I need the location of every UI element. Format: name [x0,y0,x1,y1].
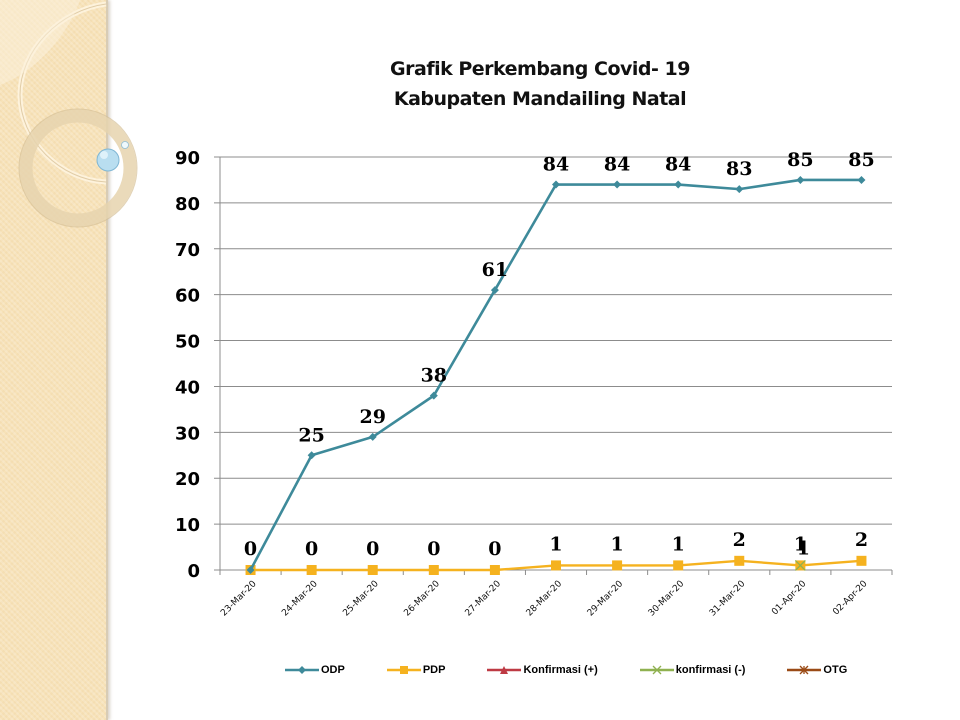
y-tick-label: 20 [175,469,200,490]
square-marker-icon [551,560,561,571]
series-konfirmasi [794,559,806,571]
x-tick-label: 01-Apr-20 [770,579,809,618]
chart-title-line2: Kabupaten Mandailing Natal [393,88,687,110]
y-tick-label: 90 [175,148,200,169]
series-group [245,175,867,575]
series-pdp [245,555,867,575]
x-tick-label: 02-Apr-20 [831,579,870,618]
legend-label: PDP [422,664,446,676]
y-tick-label: 60 [175,286,200,307]
x-axis: 23-Mar-20 24-Mar-20 25-Mar-20 26-Mar-20 27-M… [219,570,893,619]
y-tick-label: 30 [175,423,200,444]
pdp-data-label: 2 [855,529,868,551]
pdp-data-label: 1 [672,533,685,555]
y-tick-label: 80 [175,194,200,215]
pdp-data-label: 2 [733,529,746,551]
legend-swatch-icon [639,665,674,675]
pdp-data-label: 0 [244,538,257,560]
legend-item-konfirmasi: Konfirmasi (+) [487,663,598,677]
diamond-marker-icon [490,286,499,295]
odp-data-label: 83 [726,158,752,180]
diamond-marker-icon [674,180,683,189]
diamond-marker-icon [552,180,560,189]
odp-data-label: 85 [848,149,874,171]
legend-swatch-icon [285,666,319,674]
legend-label: Konfirmasi (+) [523,664,598,676]
x-tick-label: 26-Mar-20 [402,579,442,619]
x-tick-label: 24-Mar-20 [280,579,320,619]
odp-data-label: 29 [360,406,386,428]
y-tick-label: 70 [175,240,200,261]
triangle-marker-icon [500,666,509,674]
gridlines [214,156,892,571]
x-tick-label: 30-Mar-20 [647,579,687,619]
x-tick-label: 23-Mar-20 [219,579,259,619]
legend-item-pdp: PDP [386,663,446,677]
odp-data-label: 84 [665,154,691,176]
series-odp [246,175,866,574]
x-marker-icon [794,559,806,571]
diamond-marker-icon [613,180,622,189]
star-marker-icon [799,665,809,675]
square-marker-icon [428,565,439,575]
diamond-marker-icon [298,666,306,674]
legend-item-konfirmasi: konfirmasi (-) [639,663,746,677]
konfirmasi-neg-data-label: 1 [797,537,810,559]
pdp-data-label: 0 [305,538,318,560]
small-bubble-icon [121,141,129,149]
x-marker-icon [652,665,662,675]
legend-item-odp: ODP [285,663,345,677]
legend-swatch-icon [386,666,421,674]
square-marker-icon [612,560,623,571]
odp-data-label: 25 [298,424,324,446]
square-marker-icon [856,555,867,566]
legend-swatch-icon [487,666,522,674]
diamond-marker-icon [246,566,255,574]
legend-swatch-icon [787,665,822,675]
square-marker-icon [489,565,500,575]
pdp-data-label: 0 [427,538,440,560]
square-marker-icon [399,666,408,674]
diamond-marker-icon [735,185,744,194]
diamond-marker-icon [857,175,866,184]
y-tick-label: 0 [187,561,200,582]
pdp-data-label: 1 [610,533,623,555]
y-tick-label: 50 [175,332,200,353]
chart-legend: ODP PDP Konfirmasi (+) konfirmasi (-) OTG [285,661,889,679]
legend-label: ODP [321,664,345,676]
legend-label: OTG [823,664,848,676]
odp-data-label: 85 [787,149,813,171]
diamond-marker-icon [368,432,377,441]
x-tick-label: 27-Mar-20 [464,579,504,619]
diamond-marker-icon [429,391,438,400]
odp-data-label: 84 [543,154,569,176]
square-marker-icon [734,555,745,566]
x-tick-label: 31-Mar-20 [708,579,748,619]
legend-item-otg: OTG [787,663,847,677]
pdp-data-label: 1 [794,533,807,555]
x-tick-label: 28-Mar-20 [525,579,565,619]
decorative-swirl-graphic [0,0,138,228]
square-marker-icon [673,560,684,571]
diamond-marker-icon [796,175,805,184]
pdp-data-label: 1 [549,533,562,555]
square-marker-icon [306,565,317,575]
diamond-marker-icon [307,451,316,460]
chart-title: Grafik Perkembang Covid- 19 Kabupaten Ma… [300,54,780,114]
x-tick-label: 29-Mar-20 [586,579,626,619]
chart-title-line1: Grafik Perkembang Covid- 19 [390,58,690,80]
odp-data-label: 84 [604,154,630,176]
y-tick-label: 10 [175,515,200,536]
odp-data-label: 61 [482,259,508,281]
pdp-data-label: 0 [488,538,501,560]
y-tick-label: 40 [175,377,200,398]
legend-label: konfirmasi (-) [675,664,746,676]
square-marker-icon [367,565,378,575]
pdp-data-label: 0 [366,538,379,560]
odp-data-label: 38 [421,365,447,387]
y-axis: 0 10 20 30 40 50 60 70 80 90 [175,148,221,582]
x-tick-label: 25-Mar-20 [341,579,381,619]
